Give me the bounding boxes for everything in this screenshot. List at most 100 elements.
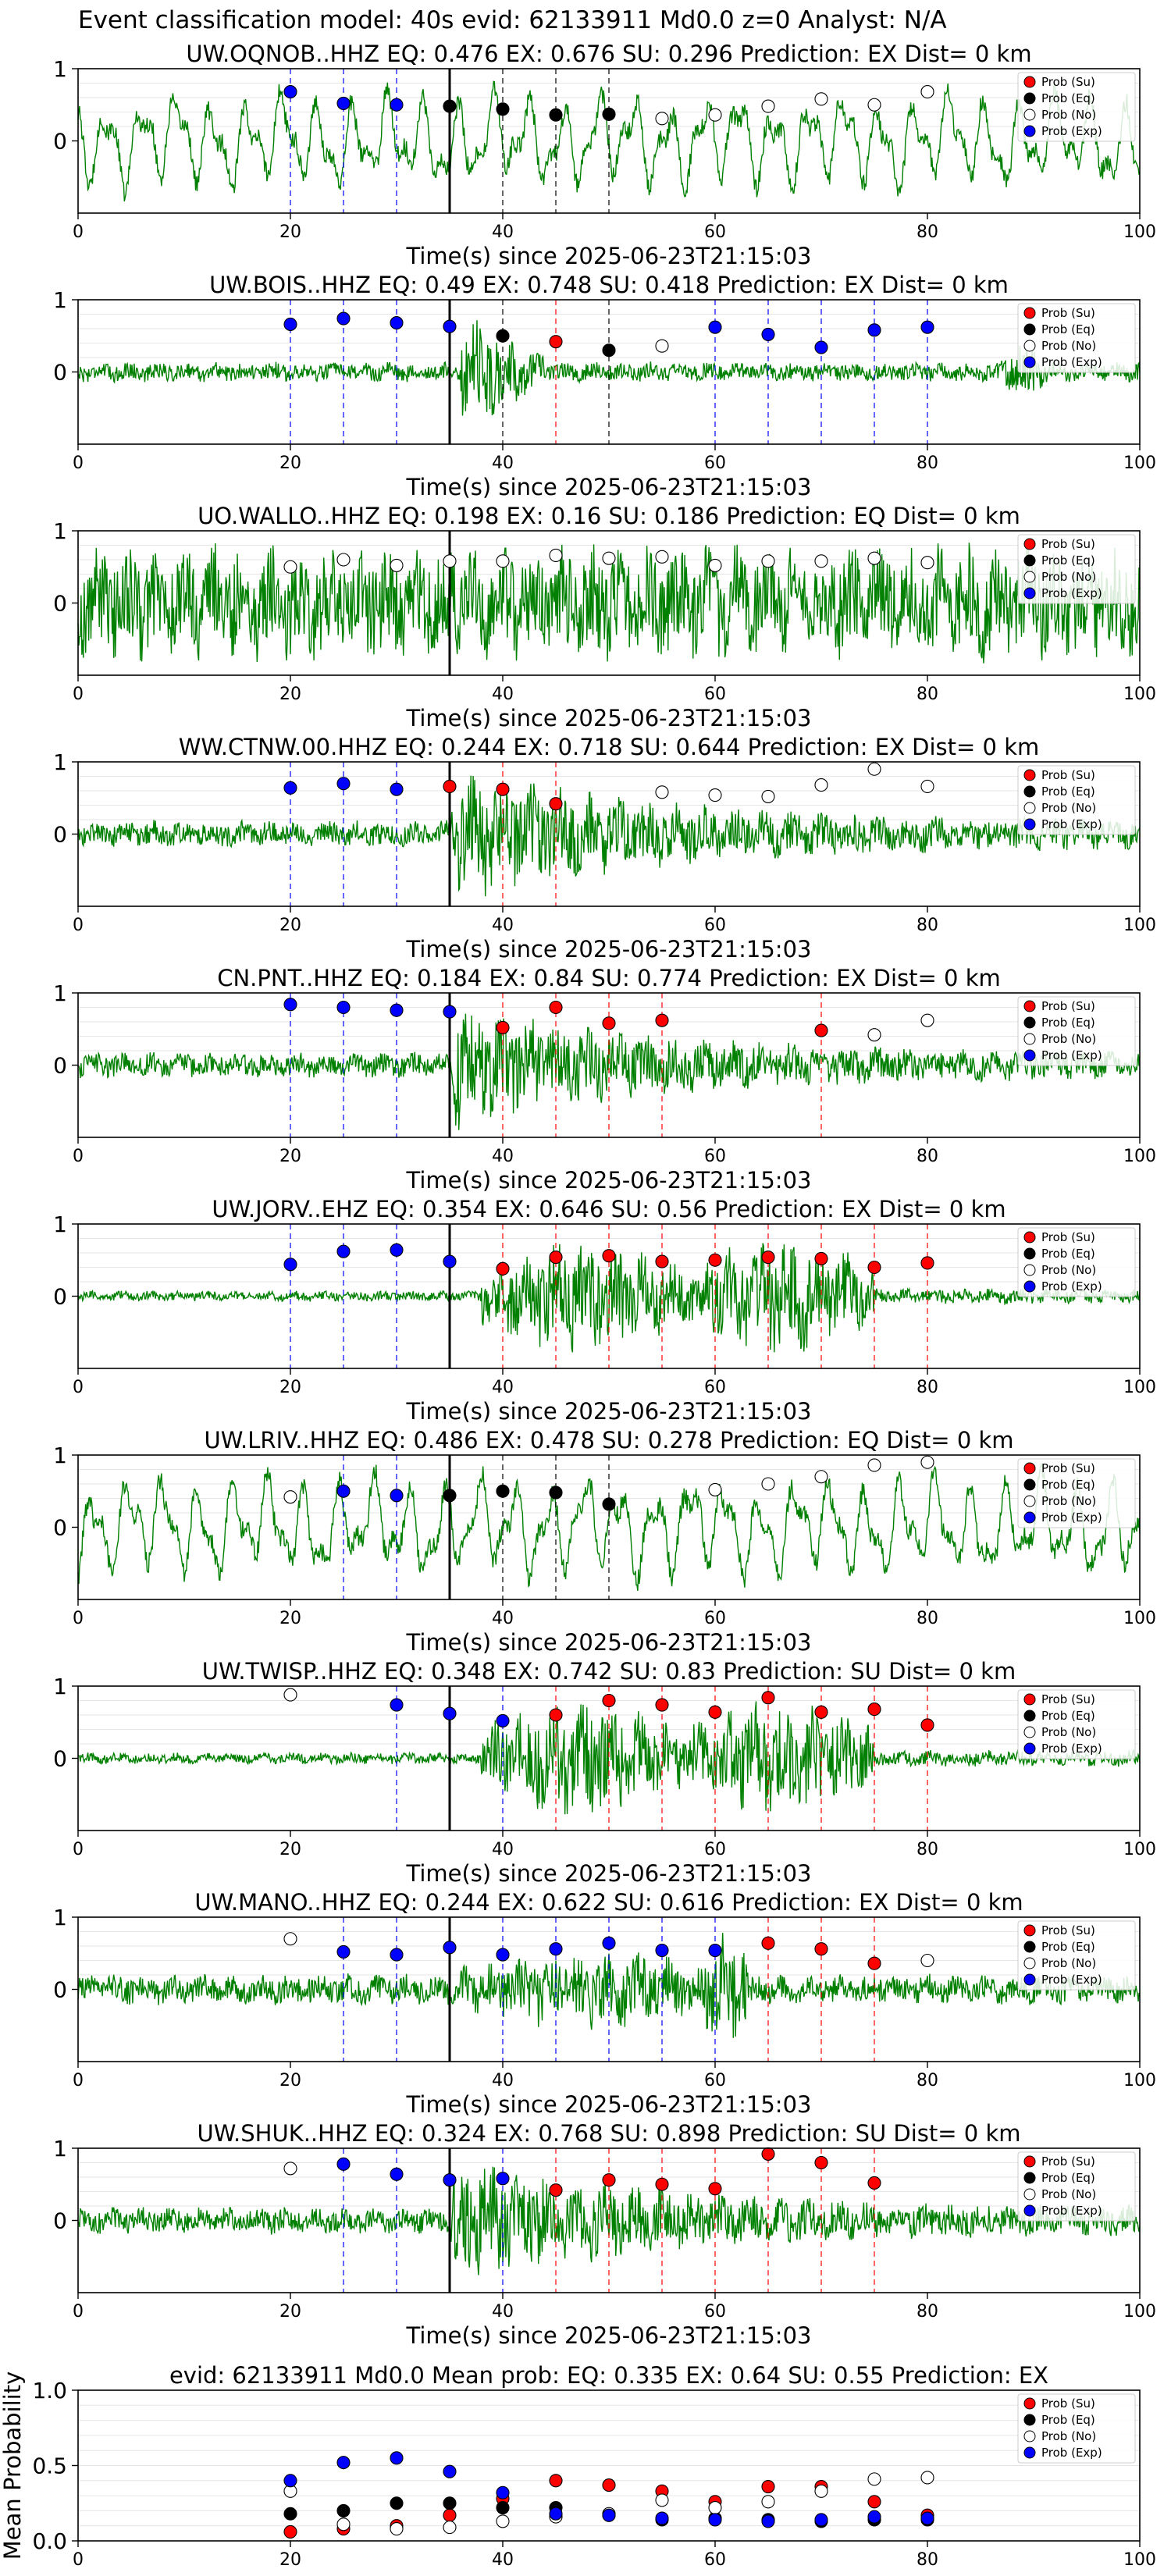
subplot-title: WW.CTNW.00.HHZ EQ: 0.244 EX: 0.718 SU: 0… <box>179 734 1040 760</box>
y-tick-label: 1 <box>53 1443 67 1468</box>
mean-point-su <box>602 2478 616 2492</box>
legend-marker-su <box>1023 1924 1036 1937</box>
mean-point-no <box>814 2484 828 2498</box>
legend-marker-exp <box>1023 125 1036 137</box>
prob-point-exp <box>443 2173 457 2187</box>
legend-marker-exp <box>1023 1973 1036 1986</box>
prob-point-exp <box>496 2172 510 2186</box>
prob-point-exp <box>602 1936 616 1950</box>
subplot-title: UW.JORV..EHZ EQ: 0.354 EX: 0.646 SU: 0.5… <box>212 1196 1005 1222</box>
legend-marker-no <box>1023 1957 1036 1969</box>
legend-label-eq: Prob (Eq) <box>1041 2413 1095 2427</box>
prob-point-su <box>549 1708 563 1722</box>
mean-point-exp <box>602 2508 616 2522</box>
mean-point-exp <box>336 2456 351 2470</box>
legend-label-exp: Prob (Exp) <box>1041 817 1102 831</box>
x-tick-label: 60 <box>704 2071 726 2090</box>
x-tick-label: 80 <box>917 222 938 242</box>
x-tick-label: 20 <box>279 1840 301 1859</box>
legend-label-exp: Prob (Exp) <box>1041 124 1102 138</box>
prob-point-exp <box>336 1000 351 1015</box>
x-tick-label: 60 <box>704 1147 726 1166</box>
prob-point-su <box>867 1703 881 1717</box>
prob-point-exp <box>336 2157 351 2171</box>
legend-label-no: Prob (No) <box>1041 1956 1096 1970</box>
x-tick-label: 60 <box>704 1378 726 1397</box>
legend-marker-no <box>1023 1495 1036 1507</box>
y-tick-label: 0 <box>53 129 67 155</box>
prob-point-su <box>761 1251 775 1265</box>
prob-point-no <box>336 553 351 567</box>
x-tick-label: 0 <box>73 2071 84 2090</box>
legend-marker-eq <box>1023 1247 1036 1260</box>
legend-marker-su <box>1023 307 1036 319</box>
subplot-title: UW.BOIS..HHZ EQ: 0.49 EX: 0.748 SU: 0.41… <box>209 272 1009 298</box>
x-tick-label: 20 <box>279 1609 301 1628</box>
prob-point-exp <box>708 1944 722 1958</box>
mean-point-no <box>390 2522 404 2536</box>
x-tick-label: 40 <box>492 2071 514 2090</box>
x-tick-label: 40 <box>492 1609 514 1628</box>
mean-point-su <box>549 2474 563 2488</box>
subplot-title: UW.MANO..HHZ EQ: 0.244 EX: 0.622 SU: 0.6… <box>194 1889 1023 1916</box>
prob-point-eq <box>443 1489 457 1503</box>
mean-point-no <box>336 2517 351 2532</box>
prob-point-no <box>761 1477 775 1491</box>
legend-label-no: Prob (No) <box>1041 108 1096 122</box>
legend-label-exp: Prob (Exp) <box>1041 1279 1102 1293</box>
legend-marker-su <box>1023 2155 1036 2168</box>
subplot-5: CN.PNT..HHZ EQ: 0.184 EX: 0.84 SU: 0.774… <box>53 965 1156 1194</box>
legend-marker-su <box>1023 538 1036 550</box>
prob-point-su <box>549 335 563 349</box>
x-axis-label: Time(s) since 2025-06-23T21:15:03 <box>406 705 812 731</box>
subplot-title: UO.WALLO..HHZ EQ: 0.198 EX: 0.16 SU: 0.1… <box>198 503 1020 529</box>
prob-point-su <box>496 782 510 796</box>
y-tick-label: 0 <box>53 1515 67 1541</box>
legend-marker-exp <box>1023 1280 1036 1293</box>
prob-point-no <box>814 1470 828 1484</box>
prob-point-su <box>655 1698 669 1712</box>
x-tick-label: 80 <box>917 1147 938 1166</box>
legend-label-no: Prob (No) <box>1041 801 1096 815</box>
legend-label-eq: Prob (Eq) <box>1041 1940 1095 1954</box>
mean-point-exp <box>390 2451 404 2465</box>
prob-point-no <box>708 788 722 802</box>
prob-point-exp <box>920 320 934 334</box>
x-axis-label: Time(s) since 2025-06-23T21:15:03 <box>406 936 812 962</box>
legend-label-no: Prob (No) <box>1041 570 1096 584</box>
prob-point-no <box>920 556 934 570</box>
y-tick-label: 1.0 <box>32 2378 67 2403</box>
prob-point-su <box>761 2147 775 2161</box>
prob-point-exp <box>443 1706 457 1720</box>
prob-point-su <box>708 1253 722 1267</box>
prob-point-no <box>655 112 669 126</box>
prob-point-no <box>443 554 457 568</box>
prob-point-exp <box>336 311 351 326</box>
mean-point-no <box>867 2472 881 2486</box>
x-tick-label: 40 <box>492 2302 514 2322</box>
legend-marker-eq <box>1023 1941 1036 1953</box>
legend-box <box>1017 2151 1136 2222</box>
prob-point-exp <box>390 1698 404 1712</box>
prob-point-exp <box>336 1944 351 1959</box>
legend-box <box>1017 72 1136 142</box>
legend-marker-eq <box>1023 2172 1036 2184</box>
prob-point-su <box>814 1023 828 1037</box>
subplot-10: UW.SHUK..HHZ EQ: 0.324 EX: 0.768 SU: 0.8… <box>53 2120 1156 2349</box>
mean-point-exp <box>920 2511 934 2525</box>
y-tick-label: 0 <box>53 1053 67 1079</box>
legend-label-eq: Prob (Eq) <box>1041 2171 1095 2185</box>
mean-point-no <box>496 2514 510 2528</box>
prob-point-no <box>920 1013 934 1027</box>
x-tick-label: 40 <box>492 916 514 935</box>
y-tick-label: 1 <box>53 287 67 313</box>
prob-point-su <box>814 1705 828 1719</box>
prob-point-no <box>708 1482 722 1496</box>
prob-point-eq <box>602 107 616 121</box>
x-tick-label: 60 <box>704 1840 726 1859</box>
x-tick-label: 60 <box>704 454 726 473</box>
mean-point-eq <box>496 2500 510 2515</box>
prob-point-no <box>283 2161 297 2176</box>
prob-point-no <box>867 551 881 565</box>
x-tick-label: 100 <box>1123 916 1156 935</box>
